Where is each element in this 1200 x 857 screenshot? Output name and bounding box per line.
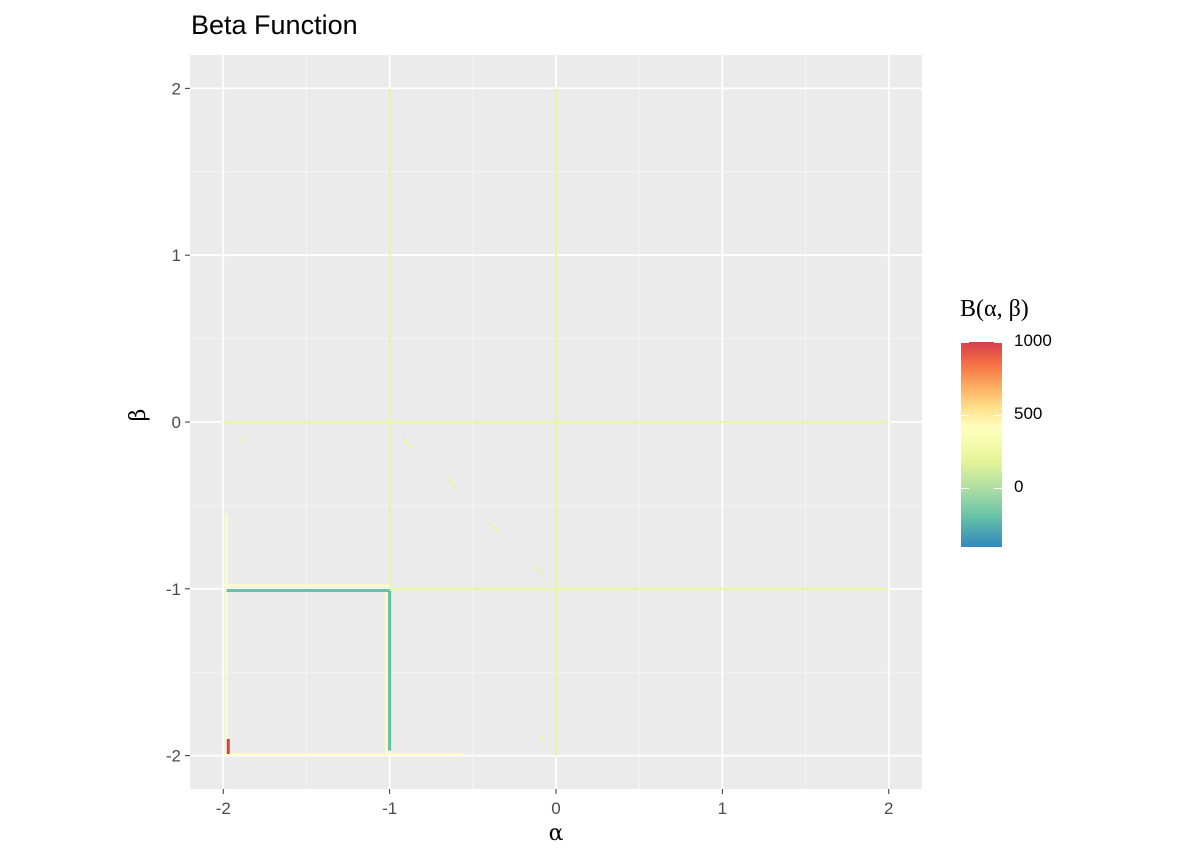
contour-segment xyxy=(239,438,246,443)
x-axis-title: α xyxy=(549,821,564,846)
x-tick-label: 1 xyxy=(718,799,727,818)
y-tick-label: -1 xyxy=(166,580,181,599)
y-tick-label: 2 xyxy=(172,79,181,98)
y-tick-label: 0 xyxy=(172,413,181,432)
y-tick-label: -2 xyxy=(166,747,181,766)
legend-tick-right xyxy=(994,415,1002,417)
axis-ticks xyxy=(185,87,890,794)
legend-tick-right xyxy=(994,488,1002,490)
contour-segment xyxy=(488,523,500,533)
contour-segment xyxy=(532,564,544,575)
legend-tick-left xyxy=(961,488,969,490)
chart-title: Beta Function xyxy=(191,10,358,40)
y-tick-labels: -2 -1 0 1 2 xyxy=(166,79,181,765)
y-tick-label: 1 xyxy=(172,246,181,265)
legend-colorbar xyxy=(961,342,1002,547)
legend-tick-left xyxy=(961,415,969,417)
contour-segment xyxy=(402,438,414,450)
legend-title: B(α, β) xyxy=(960,296,1029,322)
x-tick-label: 2 xyxy=(884,799,893,818)
legend-break-label: 0 xyxy=(1014,477,1024,497)
x-tick-label: -2 xyxy=(216,799,231,818)
x-tick-label: -1 xyxy=(382,799,397,818)
y-axis-title: β xyxy=(126,409,151,422)
x-tick-labels: -2 -1 0 1 2 xyxy=(216,799,894,818)
legend-tick-right xyxy=(994,342,1002,343)
contour-lines xyxy=(223,88,889,756)
legend-break-label: 1000 xyxy=(1014,331,1052,350)
contour-segment xyxy=(538,735,545,742)
x-tick-label: 0 xyxy=(551,799,560,818)
legend-tick-left xyxy=(961,342,969,343)
contour-segment xyxy=(447,476,457,490)
legend-break-label: 500 xyxy=(1014,404,1043,424)
